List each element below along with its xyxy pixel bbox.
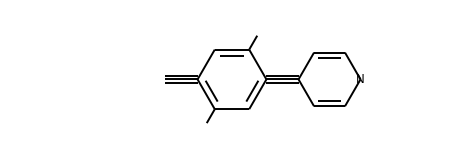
Text: N: N — [356, 73, 364, 86]
